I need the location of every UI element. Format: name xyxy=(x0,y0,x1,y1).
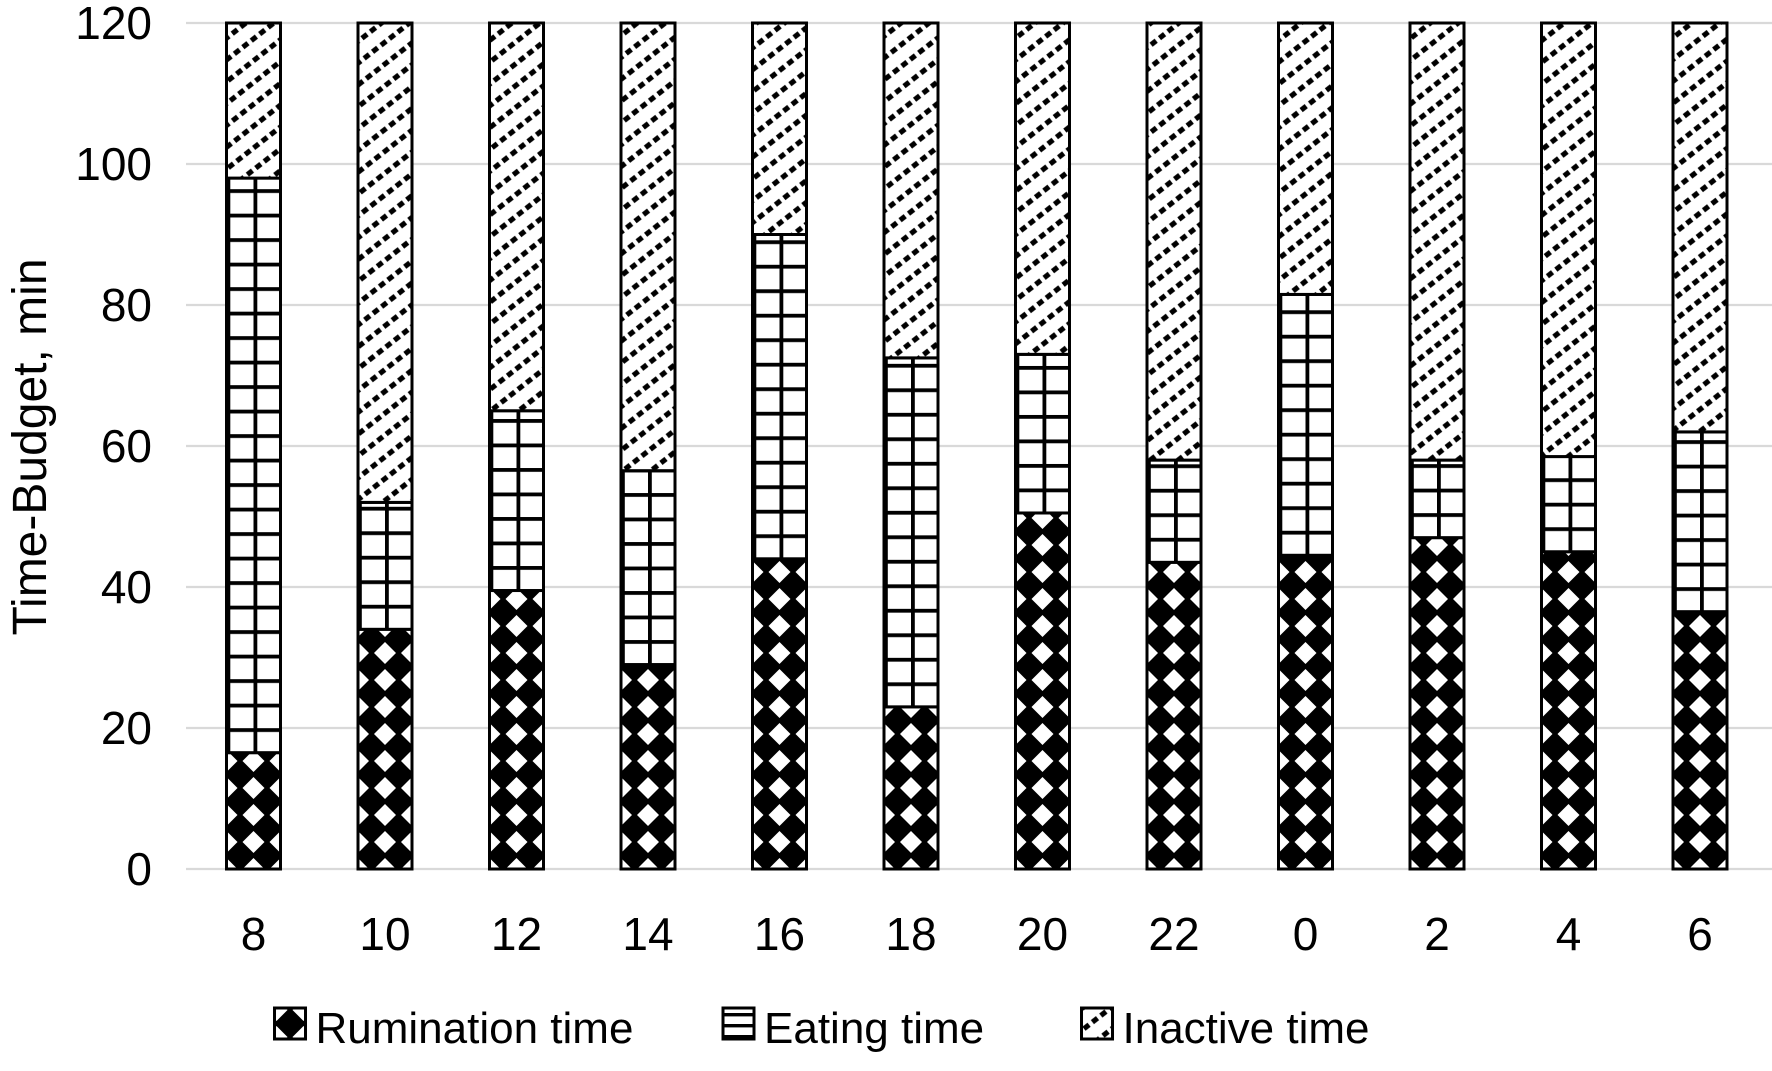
x-tick-label-10: 10 xyxy=(359,908,410,960)
bar-10-inactive-time-segment xyxy=(356,21,414,504)
x-tick-label-14: 14 xyxy=(622,908,673,960)
bar-22-inactive-time-segment xyxy=(1145,21,1203,462)
bar-10-rumination-time-segment xyxy=(356,627,414,871)
x-tick-label-2: 2 xyxy=(1424,908,1450,960)
x-tick-label-4: 4 xyxy=(1556,908,1582,960)
y-tick-label-20: 20 xyxy=(101,702,152,754)
bar-16-eating-time-segment xyxy=(751,233,808,561)
bar-6-inactive-time-segment xyxy=(1671,21,1729,434)
x-tick-label-12: 12 xyxy=(491,908,542,960)
x-tick-label-18: 18 xyxy=(885,908,936,960)
y-tick-label-80: 80 xyxy=(101,279,152,331)
bar-4-inactive-time-segment xyxy=(1540,21,1597,459)
bar-6-eating-time-segment xyxy=(1671,430,1729,614)
bar-12-rumination-time-segment xyxy=(488,589,545,871)
x-tick-label-22: 22 xyxy=(1148,908,1199,960)
bar-2-rumination-time-segment xyxy=(1408,536,1466,871)
bar-8-eating-time-segment xyxy=(225,176,282,755)
bar-14-eating-time-segment xyxy=(619,469,677,667)
bar-18-eating-time-segment xyxy=(882,356,940,709)
bar-20-eating-time-segment xyxy=(1014,352,1071,515)
y-axis-tick-labels: 0 20 40 60 80 100 120 xyxy=(75,0,152,895)
y-tick-label-120: 120 xyxy=(75,0,152,49)
bar-12-inactive-time-segment xyxy=(488,21,545,413)
y-tick-label-60: 60 xyxy=(101,420,152,472)
legend-swatch-diagonal-hatch xyxy=(1080,1006,1115,1041)
bar-8-rumination-time-segment xyxy=(225,751,282,871)
bar-2-eating-time-segment xyxy=(1408,458,1466,540)
bar-8-inactive-time-segment xyxy=(225,21,282,180)
x-tick-label-0: 0 xyxy=(1293,908,1319,960)
y-tick-label-40: 40 xyxy=(101,561,152,613)
x-tick-label-20: 20 xyxy=(1017,908,1068,960)
bar-14-inactive-time-segment xyxy=(619,21,677,473)
bar-20-inactive-time-segment xyxy=(1014,21,1071,356)
gridlines xyxy=(186,21,1772,871)
legend-label: Inactive time xyxy=(1123,1004,1370,1053)
bar-14-rumination-time-segment xyxy=(619,663,677,871)
bar-18-inactive-time-segment xyxy=(882,21,940,360)
y-tick-label-100: 100 xyxy=(75,138,152,190)
legend-item-rumination-time: Rumination time xyxy=(273,1004,634,1053)
bar-0-eating-time-segment xyxy=(1277,292,1334,557)
x-axis-tick-labels: 8 10 12 14 16 18 20 22 0 2 4 6 xyxy=(241,908,1713,960)
bar-6-rumination-time-segment xyxy=(1671,610,1729,871)
legend-item-inactive-time: Inactive time xyxy=(1080,1004,1370,1053)
legend-swatch-grid-squares xyxy=(721,1006,756,1041)
bar-10-eating-time-segment xyxy=(356,500,414,631)
bar-4-eating-time-segment xyxy=(1540,455,1597,554)
legend-label: Rumination time xyxy=(316,1004,634,1053)
bar-16-inactive-time-segment xyxy=(751,21,808,236)
bar-22-eating-time-segment xyxy=(1145,458,1203,564)
bars-group xyxy=(225,21,1729,871)
bar-18-rumination-time-segment xyxy=(882,705,940,871)
y-axis-title: Time-Budget, min xyxy=(4,258,57,635)
legend-item-eating-time: Eating time xyxy=(721,1004,984,1053)
legend-swatch-diamond-checker xyxy=(273,1006,308,1041)
x-tick-label-6: 6 xyxy=(1687,908,1713,960)
x-tick-label-16: 16 xyxy=(754,908,805,960)
y-tick-label-0: 0 xyxy=(126,843,152,895)
bar-16-rumination-time-segment xyxy=(751,557,808,871)
legend: Rumination time Eating time Inactive time xyxy=(273,1004,1370,1053)
bar-0-rumination-time-segment xyxy=(1277,553,1334,871)
legend-label: Eating time xyxy=(764,1004,984,1053)
bar-0-inactive-time-segment xyxy=(1277,21,1334,296)
x-tick-label-8: 8 xyxy=(241,908,267,960)
bar-20-rumination-time-segment xyxy=(1014,511,1071,871)
bar-12-eating-time-segment xyxy=(488,409,545,593)
bar-2-inactive-time-segment xyxy=(1408,21,1466,462)
bar-4-rumination-time-segment xyxy=(1540,550,1597,871)
bar-22-rumination-time-segment xyxy=(1145,560,1203,871)
